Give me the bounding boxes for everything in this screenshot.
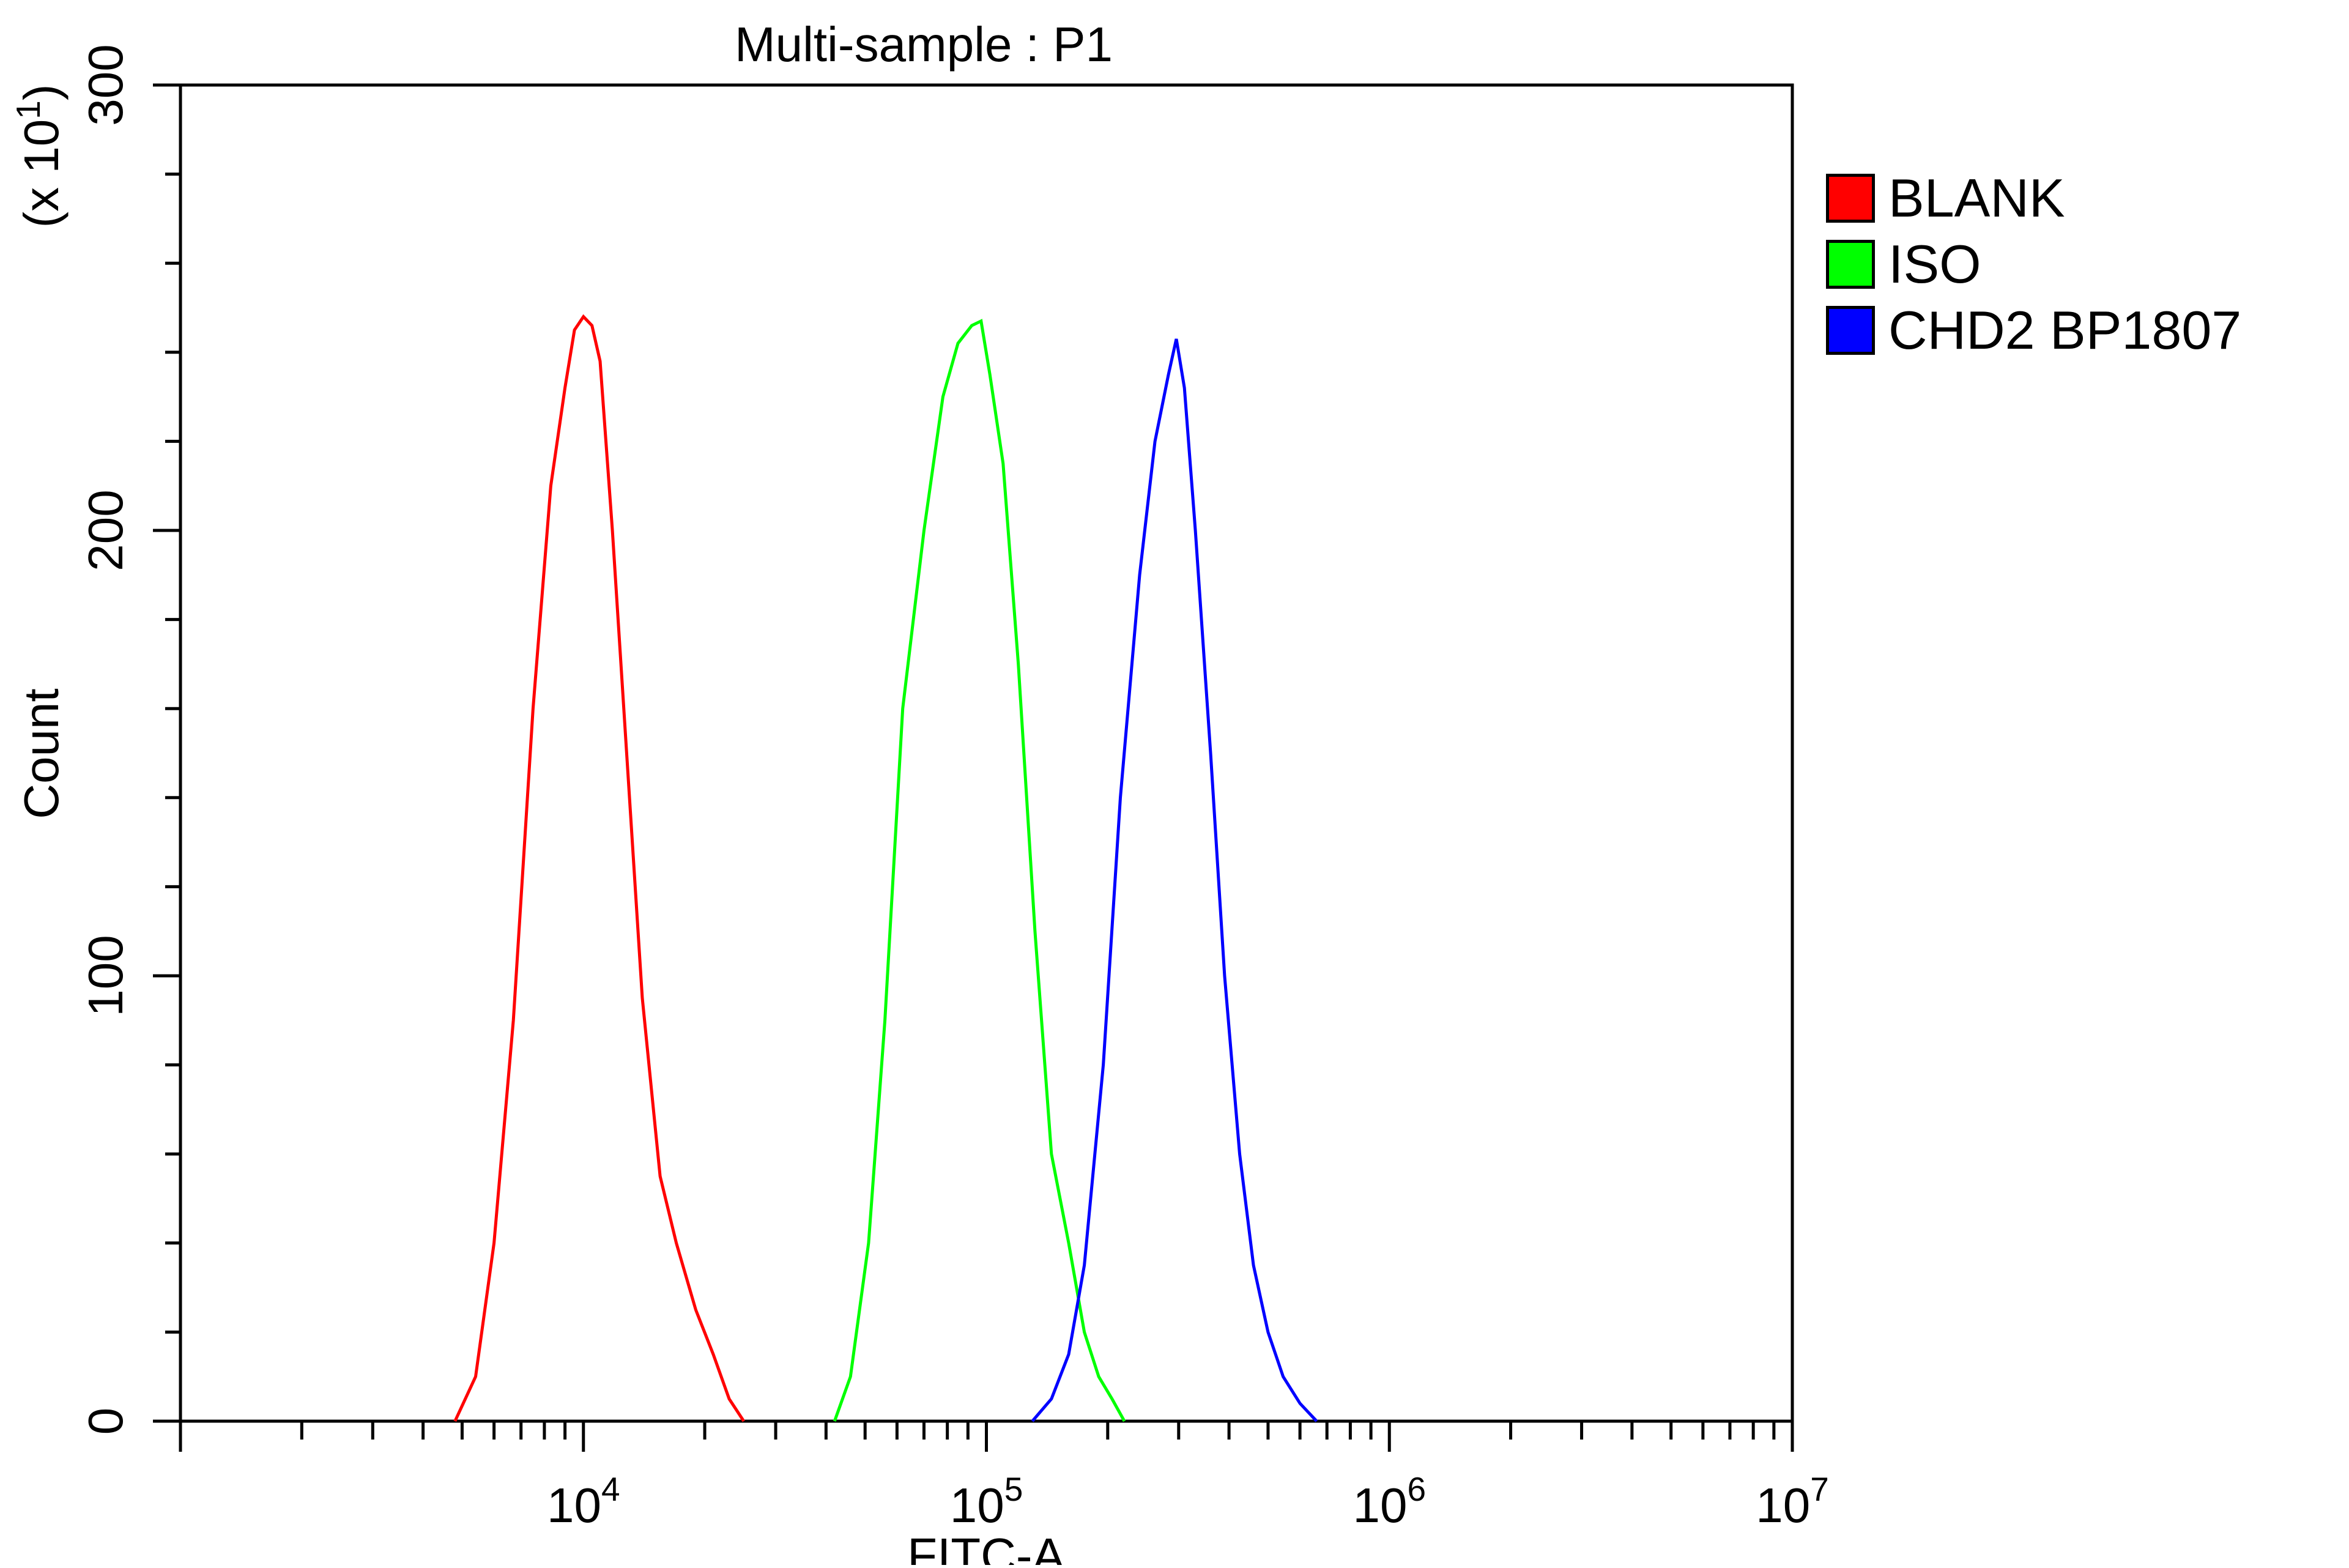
legend-label-chd2: CHD2 BP1807 (1888, 300, 2242, 360)
y-tick-label: 0 (78, 1408, 133, 1435)
legend-swatch-blank (1826, 174, 1875, 223)
plot-frame (179, 83, 1794, 1423)
legend-item-iso: ISO (1826, 231, 2241, 297)
legend-label-iso: ISO (1888, 234, 1981, 294)
legend-label-blank: BLANK (1888, 168, 2065, 228)
x-axis: 104 105 106 107 (179, 1421, 1829, 1533)
y-tick-label: 300 (78, 44, 133, 125)
x-tick-label: 104 (547, 1470, 620, 1533)
y-tick-label: 200 (78, 489, 133, 571)
x-tick-label: 106 (1353, 1470, 1426, 1533)
x-tick-label: 105 (950, 1470, 1023, 1533)
chart-title: Multi-sample : P1 (735, 17, 1113, 72)
y-multiplier-close: ) (14, 84, 69, 100)
series-line-iso (833, 319, 1126, 1422)
legend-item-blank: BLANK (1826, 165, 2241, 231)
y-axis-multiplier: (x 101) (9, 84, 69, 228)
x-axis-label: FITC-A (907, 1528, 1065, 1565)
legend-swatch-chd2 (1826, 306, 1875, 355)
y-axis-label: Count (14, 688, 69, 819)
y-tick-label: 100 (78, 935, 133, 1016)
series-line-blank (453, 314, 745, 1422)
y-multiplier-text: (x 10 (14, 119, 69, 228)
series-line-chd2-bp1807 (1031, 338, 1318, 1422)
x-tick-label: 107 (1756, 1470, 1829, 1533)
legend-item-chd2: CHD2 BP1807 (1826, 297, 2241, 363)
legend-swatch-iso (1826, 240, 1875, 289)
y-multiplier-exponent: 1 (9, 100, 47, 119)
legend: BLANK ISO CHD2 BP1807 (1826, 165, 2241, 363)
y-axis: 0 100 200 300 (78, 44, 180, 1435)
series-layer (453, 314, 1318, 1422)
